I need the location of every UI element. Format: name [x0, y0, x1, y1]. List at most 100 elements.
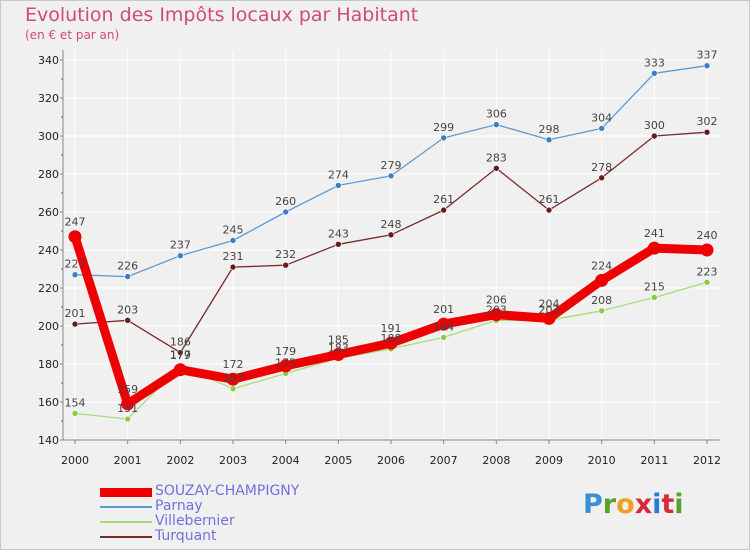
x-tick-label: 2012: [693, 454, 721, 467]
data-label: 227: [65, 258, 86, 271]
data-point: [545, 206, 553, 214]
data-point: [124, 316, 131, 324]
data-label: 279: [381, 159, 402, 172]
data-label: 172: [223, 358, 244, 371]
data-point: [703, 128, 711, 136]
data-label: 278: [591, 161, 612, 174]
logo-letter: x: [634, 489, 653, 520]
chart-subtitle: (en € et par an): [25, 28, 120, 42]
legend-label: Parnay: [155, 498, 203, 514]
data-labels: 227 226 237 245 260 274 279 299 306 298 304 333 337 2…: [65, 49, 718, 415]
data-label: 306: [486, 108, 507, 121]
y-tick-label: 240: [38, 244, 59, 257]
data-label: 298: [539, 123, 560, 136]
x-tick-label: 2005: [324, 454, 352, 467]
y-tick-label: 220: [38, 282, 59, 295]
data-label: 223: [697, 265, 718, 278]
data-label: 179: [275, 345, 296, 358]
data-label: 183: [328, 341, 349, 354]
y-tick-label: 140: [38, 434, 59, 447]
y-tick-label: 160: [38, 396, 59, 409]
data-point: [71, 410, 79, 417]
data-point: [282, 261, 289, 269]
x-tick-label: 2002: [166, 454, 194, 467]
data-label: 154: [65, 396, 86, 409]
data-label: 194: [433, 320, 454, 333]
data-label: 241: [644, 227, 665, 240]
data-point: [387, 172, 395, 180]
y-tick-label: 200: [38, 320, 59, 333]
logo-letter: r: [602, 489, 617, 520]
y-tick-label: 340: [38, 54, 59, 67]
data-point: [598, 125, 605, 132]
logo-letter: i: [674, 489, 684, 520]
data-label: 261: [433, 193, 454, 206]
data-point: [279, 359, 293, 373]
logo-letter: o: [616, 489, 635, 520]
data-label: 206: [486, 294, 507, 307]
data-point: [437, 317, 451, 331]
data-point: [598, 174, 605, 182]
data-label: 231: [223, 250, 244, 263]
data-label: 151: [117, 402, 138, 415]
legend-swatch: [100, 536, 152, 538]
data-label: 204: [539, 297, 560, 310]
data-label: 215: [644, 281, 665, 294]
data-point: [493, 121, 500, 128]
data-point: [703, 62, 711, 69]
legend-label: Villebernier: [155, 513, 235, 529]
axes: 140 160 180 200 220 240 260 280 300 320 340 2000 200…: [38, 50, 721, 467]
data-label: 186: [170, 336, 191, 349]
y-tick-label: 260: [38, 206, 59, 219]
series-parnay: [71, 62, 711, 280]
data-label: 185: [328, 334, 349, 347]
data-label: 260: [275, 195, 296, 208]
data-point: [177, 252, 184, 259]
data-point: [598, 307, 605, 315]
y-tick-label: 180: [38, 358, 59, 371]
x-tick-label: 2006: [377, 454, 405, 467]
data-label: 333: [644, 56, 665, 69]
data-point: [384, 336, 398, 350]
data-label: 203: [117, 303, 138, 316]
legend-label: SOUZAY-CHAMPIGNY: [155, 483, 300, 499]
data-point: [282, 208, 289, 216]
proxiti-logo: Proxiti: [583, 489, 684, 520]
data-label: 226: [117, 260, 138, 273]
x-tick-label: 2008: [482, 454, 510, 467]
series-souzay-champigny: [68, 230, 714, 411]
data-point: [124, 415, 131, 423]
data-point: [651, 294, 658, 301]
legend-swatch: [100, 506, 152, 508]
legend-swatch: [100, 521, 152, 523]
data-label: 208: [591, 294, 612, 307]
legend-label: Turquant: [155, 528, 217, 544]
data-label: 232: [275, 248, 296, 261]
data-point: [387, 231, 395, 239]
data-point: [595, 273, 609, 287]
data-point: [335, 182, 342, 189]
data-point: [71, 320, 79, 328]
data-point: [647, 241, 661, 255]
data-label: 261: [539, 193, 560, 206]
data-label: 203: [486, 303, 507, 316]
data-label: 191: [381, 322, 402, 335]
data-point: [493, 165, 500, 172]
data-label: 159: [117, 383, 138, 396]
data-point: [71, 271, 79, 279]
data-label: 201: [433, 303, 454, 316]
series-group: [68, 62, 714, 423]
data-label: 283: [486, 151, 507, 164]
data-label: 167: [223, 372, 244, 385]
x-tick-label: 2010: [588, 454, 616, 467]
data-point: [651, 132, 658, 140]
data-point: [542, 311, 556, 325]
x-tick-label: 2000: [61, 454, 89, 467]
data-label: 179: [170, 349, 191, 362]
y-tick-label: 320: [38, 92, 59, 105]
data-point: [651, 70, 658, 77]
series-turquant: [71, 128, 711, 356]
data-label: 237: [170, 239, 191, 252]
x-tick-label: 2004: [272, 454, 300, 467]
chart-title: Evolution des Impôts locaux par Habitant: [25, 4, 419, 26]
